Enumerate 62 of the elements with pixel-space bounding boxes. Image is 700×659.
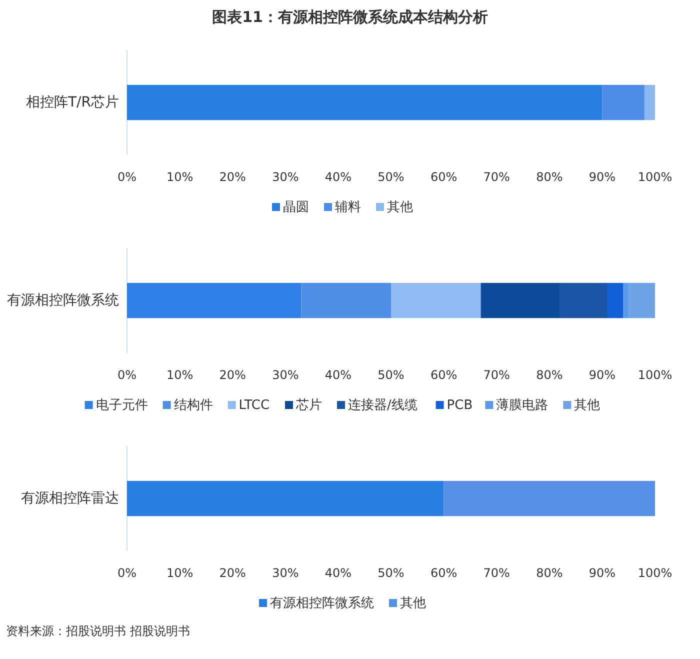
x-tick-label: 30% — [272, 170, 299, 184]
bar — [602, 84, 644, 120]
bar — [607, 282, 624, 318]
x-tick-label: 0% — [117, 170, 137, 184]
x-tick-label: 70% — [483, 566, 510, 580]
bar — [127, 282, 302, 318]
legend-label: 晶圆 — [283, 200, 309, 215]
y-tick-label: 有源相控阵雷达 — [21, 490, 119, 506]
y-tick-label: 有源相控阵微系统 — [7, 292, 119, 308]
x-tick-label: 10% — [166, 368, 194, 382]
x-tick-label: 30% — [272, 566, 299, 580]
x-tick-label: 60% — [430, 170, 458, 184]
legend-label: 芯片 — [295, 398, 322, 413]
bar — [628, 282, 655, 318]
bar — [560, 282, 608, 318]
x-tick-label: 80% — [536, 170, 563, 184]
x-tick-label: 20% — [219, 566, 246, 580]
x-tick-label: 90% — [588, 368, 616, 382]
x-tick-label: 70% — [483, 170, 510, 184]
x-tick-label: 50% — [378, 368, 404, 382]
x-tick-label: 100% — [638, 566, 672, 580]
x-tick-label: 90% — [588, 170, 616, 184]
legend-label: 其他 — [400, 596, 426, 611]
x-tick-label: 60% — [430, 566, 458, 580]
x-tick-label: 0% — [117, 566, 137, 580]
x-tick-label: 80% — [536, 566, 563, 580]
x-tick-label: 100% — [638, 368, 672, 382]
x-tick-label: 100% — [638, 170, 672, 184]
chart-title: 图表11：有源相控阵微系统成本结构分析 — [212, 8, 488, 26]
x-tick-label: 90% — [588, 566, 616, 580]
legend-label: LTCC — [238, 398, 270, 413]
x-tick-label: 30% — [272, 368, 299, 382]
text: 资料来源：招股说明书 招股说明书 — [6, 624, 190, 638]
x-tick-label: 20% — [219, 170, 246, 184]
legend-label: 结构件 — [174, 398, 213, 413]
legend-label: 辅料 — [335, 200, 361, 215]
x-tick-label: 0% — [117, 368, 137, 382]
bar — [480, 282, 560, 318]
x-tick-label: 70% — [483, 368, 510, 382]
bar — [301, 282, 391, 318]
x-tick-label: 60% — [430, 368, 458, 382]
x-tick-label: 10% — [166, 170, 194, 184]
x-tick-label: 50% — [378, 566, 404, 580]
x-tick-label: 20% — [219, 368, 246, 382]
legend-label: 连接器/线缆 — [348, 398, 418, 413]
bar — [127, 84, 602, 120]
y-tick-label: 相控阵T/R芯片 — [26, 94, 119, 110]
legend-label: 有源相控阵微系统 — [270, 596, 374, 611]
x-tick-label: 40% — [324, 368, 352, 382]
bar — [644, 84, 655, 120]
bar — [623, 282, 629, 318]
x-tick-label: 40% — [324, 170, 352, 184]
legend-label: PCB — [446, 398, 473, 413]
legend-label: 薄膜电路 — [496, 398, 548, 413]
x-tick-label: 40% — [324, 566, 352, 580]
x-tick-label: 10% — [166, 566, 194, 580]
x-tick-label: 50% — [378, 170, 404, 184]
legend-label: 其他 — [574, 398, 600, 413]
legend-label: 其他 — [387, 200, 413, 215]
legend-label: 电子元件 — [96, 398, 148, 413]
bar — [391, 282, 481, 318]
x-tick-label: 80% — [536, 368, 563, 382]
